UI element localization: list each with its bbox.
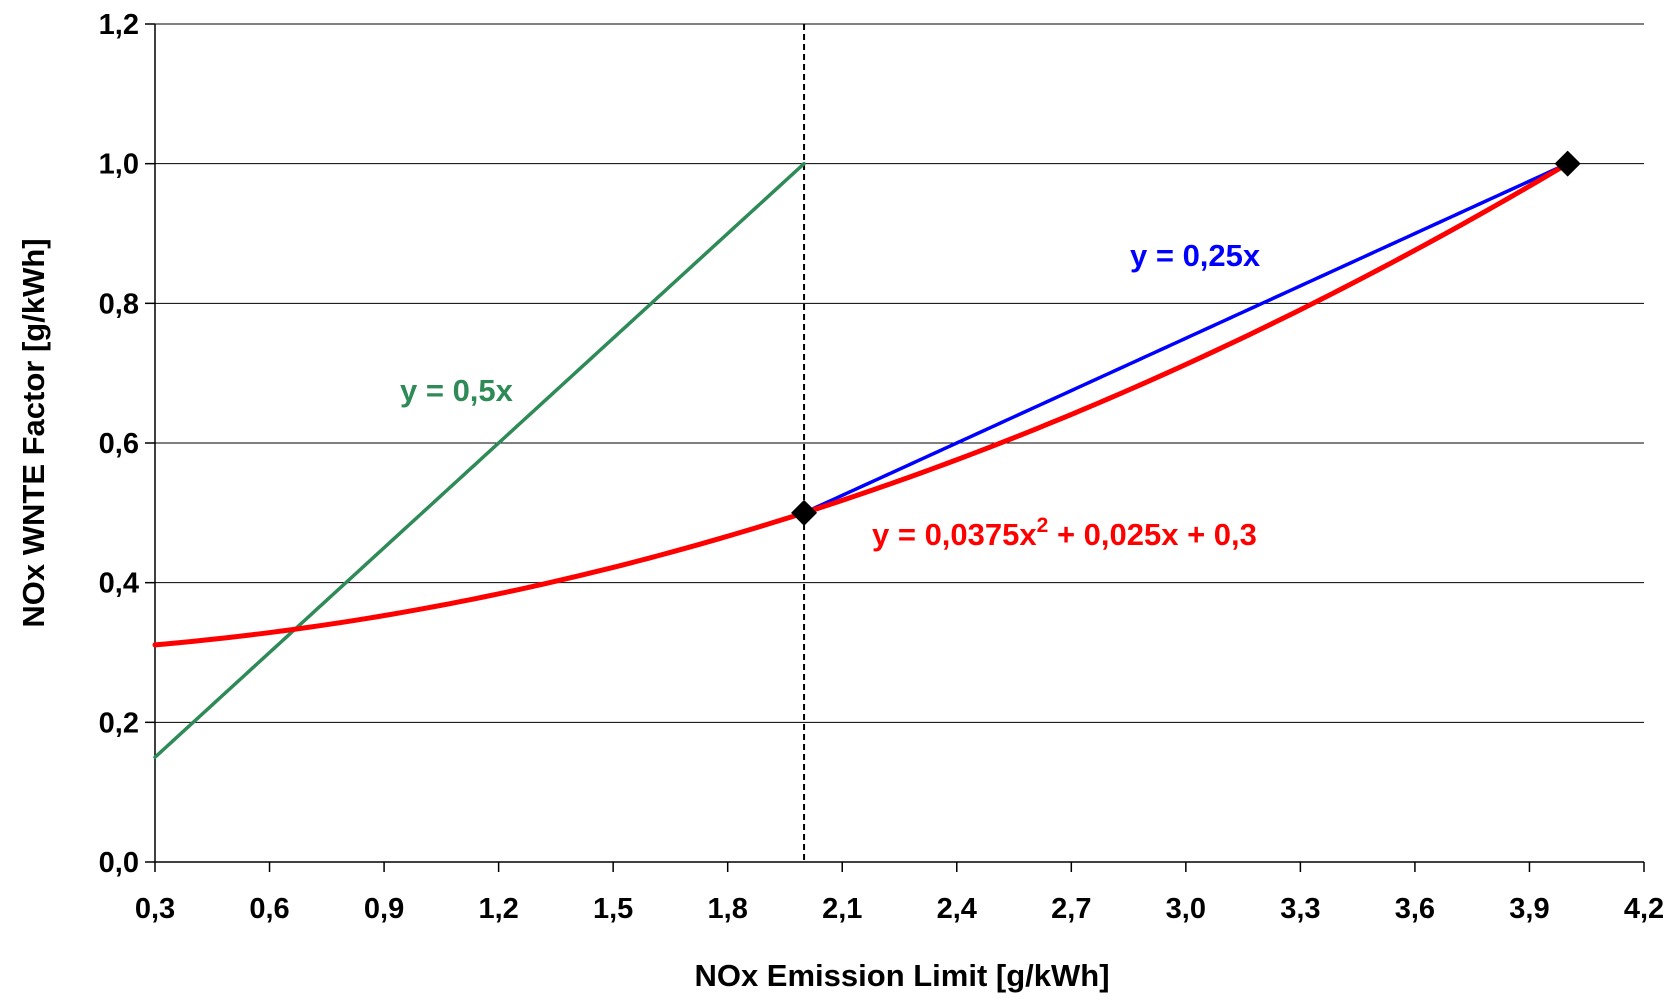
y-tick-label: 0,8: [99, 288, 139, 320]
x-axis-title: NOx Emission Limit [g/kWh]: [694, 958, 1109, 993]
x-tick-label: 1,2: [478, 893, 518, 925]
x-tick-label: 3,3: [1280, 893, 1320, 925]
y-tick-label: 1,2: [99, 9, 139, 41]
y-tick-label: 0,6: [99, 428, 139, 460]
y-tick-label: 0,0: [99, 847, 139, 879]
green-line-label: y = 0,5x: [400, 373, 514, 408]
grid-lines: [155, 23, 1644, 723]
y-axis-title: NOx WNTE Factor [g/kWh]: [16, 238, 51, 627]
y-tick-label: 1,0: [99, 149, 139, 181]
x-tick-label: 4,2: [1624, 893, 1664, 925]
x-tick-label: 1,5: [593, 893, 633, 925]
blue-line: [802, 161, 1570, 515]
red-curve-label-rest: + 0,025x + 0,3: [1048, 517, 1257, 552]
x-tick-label: 2,1: [822, 893, 862, 925]
x-tick-label: 1,8: [708, 893, 748, 925]
x-tick-label: 3,0: [1166, 893, 1206, 925]
red-curve-label-exponent: 2: [1037, 514, 1049, 537]
marker-layer: [791, 150, 1581, 526]
red-curve: [152, 161, 1571, 648]
x-tick-label: 0,3: [135, 893, 175, 925]
axes: [145, 23, 1645, 872]
x-tick-label: 2,7: [1051, 893, 1091, 925]
x-tick-label: 3,6: [1395, 893, 1435, 925]
red-curve-label: y = 0,0375x2 + 0,025x + 0,3: [872, 514, 1257, 552]
y-tick-label: 0,2: [99, 707, 139, 739]
blue-line-label: y = 0,25x: [1130, 238, 1261, 273]
data-point-marker: [1554, 150, 1581, 177]
data-point-marker: [791, 499, 818, 526]
x-tick-label: 2,4: [937, 893, 977, 925]
green-line: [153, 161, 806, 759]
x-tick-label: 3,9: [1509, 893, 1549, 925]
x-tick-label: 0,6: [249, 893, 289, 925]
y-tick-label: 0,4: [99, 568, 139, 600]
tick-labels: 0,0 0,2 0,4 0,6 0,8 1,0 1,2 0,3 0,6 0,9 1,2 1,5 1,8 2…: [99, 9, 1664, 925]
red-curve-label-base: y = 0,0375x: [872, 517, 1037, 552]
x-tick-label: 0,9: [364, 893, 404, 925]
series-layer: [152, 161, 1571, 759]
